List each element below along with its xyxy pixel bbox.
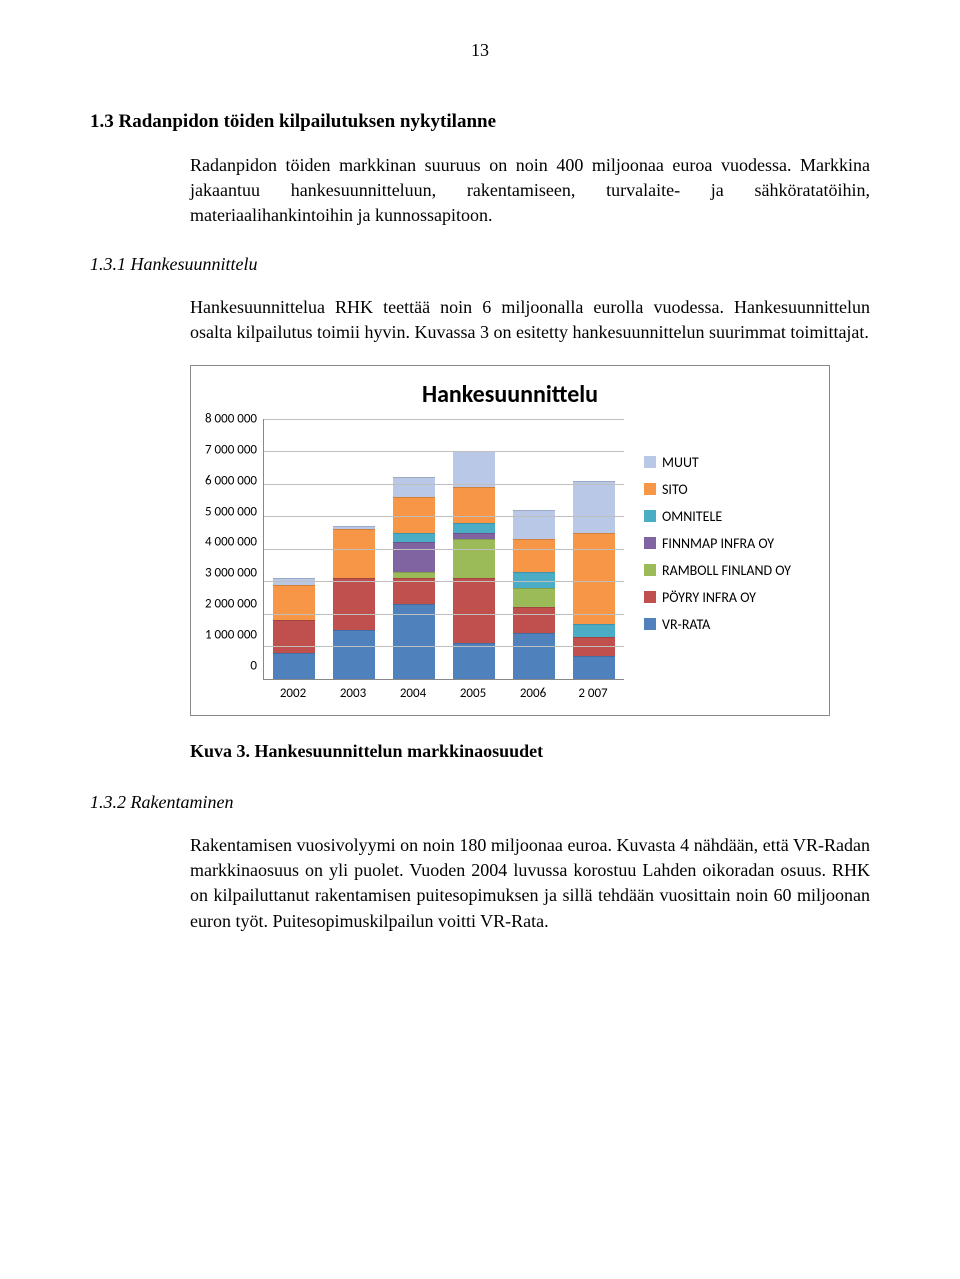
bar-segment <box>453 643 495 679</box>
legend-label: PÖYRY INFRA OY <box>662 589 756 606</box>
bar-segment <box>393 604 435 679</box>
section-heading: 1.3 Radanpidon töiden kilpailutuksen nyk… <box>90 111 870 133</box>
page: 13 1.3 Radanpidon töiden kilpailutuksen … <box>0 0 960 994</box>
bar-group <box>453 451 495 679</box>
gridline <box>264 484 624 485</box>
x-axis: 2002 2003 2004 2005 2006 2 007 <box>263 680 623 701</box>
gridline <box>264 581 624 582</box>
legend-item: SITO <box>644 481 791 498</box>
bar-group <box>273 578 315 679</box>
legend-swatch <box>644 456 656 468</box>
bar-segment <box>573 481 615 533</box>
bar-segment <box>393 477 435 497</box>
legend-swatch <box>644 483 656 495</box>
bar-segment <box>453 523 495 533</box>
page-number: 13 <box>90 40 870 61</box>
chart-title: Hankesuunnittelu <box>205 380 815 409</box>
bar-segment <box>573 656 615 679</box>
y-axis: 8 000 0007 000 0006 000 0005 000 0004 00… <box>205 419 263 679</box>
subsection-heading-1: 1.3.1 Hankesuunnittelu <box>90 254 870 275</box>
figure-caption: Kuva 3. Hankesuunnittelun markkinaosuude… <box>190 741 870 762</box>
legend-label: FINNMAP INFRA OY <box>662 535 774 552</box>
bar-segment <box>273 620 315 653</box>
legend-swatch <box>644 618 656 630</box>
bar-group <box>573 481 615 679</box>
x-tick-label: 2003 <box>332 686 374 701</box>
chart-legend: MUUT SITO OMNITELE FINNMAP INFRA OY RAMBOLL … <box>644 419 791 643</box>
bar-segment <box>273 585 315 621</box>
x-tick-label: 2004 <box>392 686 434 701</box>
bar-segment <box>573 533 615 624</box>
bar-segment <box>393 542 435 571</box>
legend-label: RAMBOLL FINLAND OY <box>662 562 791 579</box>
bar-segment <box>393 533 435 543</box>
bar-segment <box>453 451 495 487</box>
section-paragraph: Radanpidon töiden markkinan suuruus on n… <box>190 153 870 229</box>
gridline <box>264 419 624 420</box>
bar-segment <box>333 630 375 679</box>
legend-swatch <box>644 510 656 522</box>
y-tick-label: 0 <box>205 659 257 672</box>
y-tick-label: 8 000 000 <box>205 412 257 425</box>
bar-segment <box>453 539 495 578</box>
bar-group <box>393 477 435 679</box>
bar-segment <box>393 497 435 533</box>
legend-swatch <box>644 591 656 603</box>
legend-label: VR-RATA <box>662 616 710 633</box>
bar-segment <box>513 588 555 608</box>
bar-segment <box>573 624 615 637</box>
legend-swatch <box>644 564 656 576</box>
bar-segment <box>453 487 495 523</box>
legend-item: MUUT <box>644 454 791 471</box>
bar-segment <box>333 529 375 578</box>
chart-container: Hankesuunnittelu 8 000 000 7 000 000 6 000… <box>190 365 830 716</box>
gridline <box>264 549 624 550</box>
y-tick-label: 4 000 000 <box>205 536 257 549</box>
subsection-heading-2: 1.3.2 Rakentaminen <box>90 792 870 813</box>
bar-segment <box>453 578 495 643</box>
legend-label: MUUT <box>662 454 699 471</box>
x-tick-label: 2002 <box>272 686 314 701</box>
bar-segment <box>513 607 555 633</box>
plot-area <box>263 419 624 680</box>
bar-segment <box>333 578 375 630</box>
legend-item: RAMBOLL FINLAND OY <box>644 562 791 579</box>
subsection-paragraph-2: Rakentamisen vuosivolyymi on noin 180 mi… <box>190 833 870 934</box>
gridline <box>264 516 624 517</box>
y-tick-label: 2 000 000 <box>205 598 257 611</box>
gridline <box>264 451 624 452</box>
legend-item: PÖYRY INFRA OY <box>644 589 791 606</box>
x-tick-label: 2006 <box>512 686 554 701</box>
bar-segment <box>513 633 555 679</box>
plot-column: 8 000 0007 000 0006 000 0005 000 0004 00… <box>205 419 624 701</box>
bar-segment <box>513 539 555 572</box>
gridline <box>264 614 624 615</box>
plot-with-x: 2002 2003 2004 2005 2006 2 007 <box>263 419 624 701</box>
x-tick-label: 2005 <box>452 686 494 701</box>
legend-item: FINNMAP INFRA OY <box>644 535 791 552</box>
legend-item: VR-RATA <box>644 616 791 633</box>
bar-segment <box>273 653 315 679</box>
y-tick-label: 7 000 000 <box>205 443 257 456</box>
y-tick-label: 6 000 000 <box>205 474 257 487</box>
bar-segment <box>513 510 555 539</box>
chart-body: 8 000 0007 000 0006 000 0005 000 0004 00… <box>205 419 815 701</box>
legend-label: SITO <box>662 481 688 498</box>
y-tick-label: 3 000 000 <box>205 567 257 580</box>
y-tick-label: 1 000 000 <box>205 629 257 642</box>
bar-group <box>513 510 555 679</box>
subsection-paragraph-1: Hankesuunnittelua RHK teettää noin 6 mil… <box>190 295 870 345</box>
bar-segment <box>513 572 555 588</box>
x-tick-label: 2 007 <box>572 686 614 701</box>
legend-swatch <box>644 537 656 549</box>
y-tick-label: 5 000 000 <box>205 505 257 518</box>
gridline <box>264 646 624 647</box>
legend-item: OMNITELE <box>644 508 791 525</box>
legend-label: OMNITELE <box>662 508 722 525</box>
